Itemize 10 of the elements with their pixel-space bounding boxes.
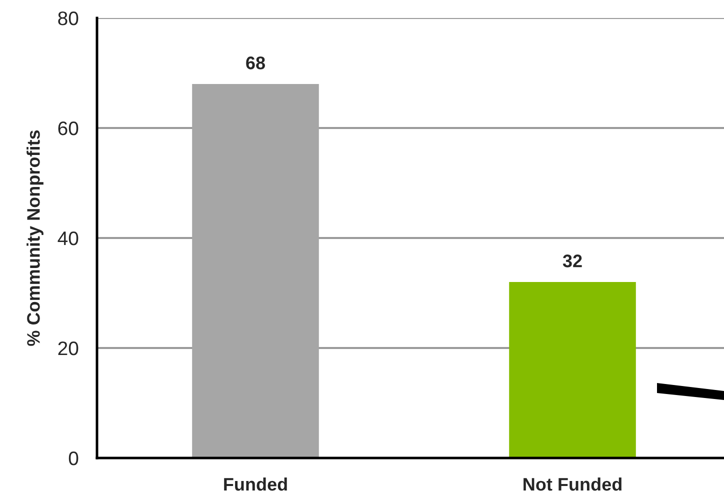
- y-tick-label: 60: [58, 121, 78, 136]
- y-tick-label: 20: [58, 341, 78, 356]
- y-tick-label: 40: [58, 231, 78, 246]
- data-label: 68: [246, 56, 265, 70]
- x-tick-label: Not Funded: [524, 477, 622, 491]
- y-tick-label: 80: [58, 11, 78, 26]
- x-tick-label: Funded: [224, 477, 287, 491]
- y-tick-label: 0: [68, 451, 78, 466]
- data-label: 32: [562, 254, 582, 268]
- y-axis-title: % Community Nonprofits: [26, 130, 44, 346]
